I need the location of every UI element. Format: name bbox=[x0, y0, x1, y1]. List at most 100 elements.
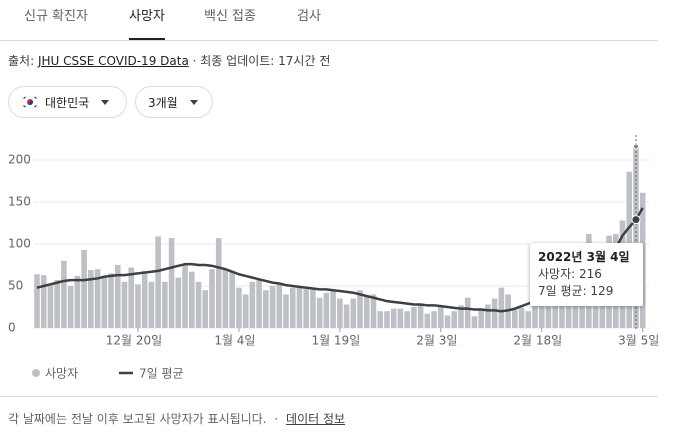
bar bbox=[424, 313, 431, 328]
bar bbox=[397, 308, 404, 328]
tooltip: 2022년 3월 4일 사망자: 216 7일 평균: 129 bbox=[530, 243, 643, 306]
bar bbox=[263, 290, 269, 328]
bar bbox=[283, 294, 289, 328]
bar bbox=[34, 274, 40, 328]
tooltip-line: 사망자: 216 bbox=[538, 267, 602, 281]
dropdown-label: 대한민국 bbox=[45, 95, 90, 110]
y-tick-label: 0 bbox=[8, 321, 16, 335]
x-tick-label: 12월 20일 bbox=[106, 334, 162, 348]
x-tick-label: 2월 18일 bbox=[513, 334, 562, 348]
dropdown-label: 3개월 bbox=[148, 95, 178, 110]
hover-point bbox=[632, 143, 639, 150]
bar bbox=[370, 294, 377, 328]
bar bbox=[47, 284, 54, 328]
source-label: 출처: bbox=[8, 54, 35, 68]
tab[interactable]: 신규 확진자 bbox=[24, 9, 88, 24]
bar bbox=[168, 238, 175, 328]
legend-label: 7일 평균 bbox=[139, 367, 184, 381]
bar bbox=[330, 290, 336, 328]
y-tick-label: 100 bbox=[8, 237, 31, 251]
bar bbox=[229, 271, 235, 328]
y-tick-label: 50 bbox=[8, 279, 23, 293]
bar bbox=[512, 309, 518, 328]
bar bbox=[81, 249, 87, 328]
y-tick-label: 150 bbox=[8, 195, 31, 209]
bar bbox=[316, 297, 323, 328]
bar bbox=[94, 269, 101, 328]
x-tick-label: 1월 4일 bbox=[214, 334, 255, 348]
country-dropdown[interactable]: 대한민국 bbox=[8, 86, 127, 118]
bar bbox=[303, 288, 309, 328]
footer-note: 각 날짜에는 전날 이후 보고된 사망자가 표시됩니다. bbox=[8, 412, 267, 426]
bar bbox=[572, 287, 579, 328]
bar bbox=[363, 296, 370, 328]
bar bbox=[128, 267, 135, 328]
period-dropdown[interactable]: 3개월 bbox=[135, 86, 213, 118]
tooltip-line: 7일 평균: 129 bbox=[538, 284, 614, 298]
bar bbox=[411, 307, 417, 328]
bar bbox=[74, 275, 81, 328]
bar bbox=[377, 311, 384, 328]
bar bbox=[491, 298, 498, 328]
bar bbox=[289, 287, 296, 328]
bar bbox=[61, 260, 67, 328]
bar bbox=[141, 270, 148, 328]
source-link[interactable]: JHU CSSE COVID-19 Data bbox=[37, 54, 189, 68]
bar bbox=[114, 265, 121, 328]
bar bbox=[162, 281, 168, 328]
tab[interactable]: 사망자 bbox=[129, 6, 165, 41]
x-tick-label: 1월 19일 bbox=[311, 334, 360, 348]
tab[interactable]: 백신 접종 bbox=[204, 9, 256, 24]
data-info-link[interactable]: 데이터 정보 bbox=[286, 412, 346, 426]
footer: 각 날짜에는 전날 이후 보고된 사망자가 표시됩니다. · 데이터 정보 bbox=[8, 410, 345, 427]
bar bbox=[195, 281, 202, 328]
bar bbox=[155, 236, 161, 328]
bar bbox=[222, 269, 229, 328]
bar bbox=[40, 275, 47, 328]
bar bbox=[464, 297, 471, 328]
bar bbox=[404, 311, 410, 328]
x-tick-label: 3월 5일 bbox=[618, 334, 659, 348]
bar bbox=[215, 238, 222, 328]
bar bbox=[296, 286, 303, 328]
source-line: 출처: JHU CSSE COVID-19 Data · 최종 업데이트: 17… bbox=[8, 52, 330, 69]
bar bbox=[532, 298, 538, 328]
bar bbox=[485, 304, 491, 328]
bar bbox=[101, 277, 108, 328]
bar bbox=[108, 273, 114, 328]
bar bbox=[310, 289, 316, 328]
bar bbox=[498, 287, 505, 328]
bar bbox=[323, 292, 330, 328]
bar bbox=[357, 290, 363, 328]
bar bbox=[135, 284, 141, 328]
bar bbox=[384, 311, 390, 328]
legend-label: 사망자 bbox=[45, 367, 78, 381]
bar bbox=[343, 304, 350, 328]
separator: · bbox=[274, 412, 279, 426]
bar bbox=[67, 286, 74, 328]
bar bbox=[444, 315, 451, 328]
bar bbox=[54, 280, 60, 328]
bar bbox=[121, 281, 128, 328]
update-time: · 최종 업데이트: 17시간 전 bbox=[192, 54, 331, 68]
tooltip-title: 2022년 3월 4일 bbox=[538, 250, 630, 264]
bar bbox=[148, 281, 155, 328]
tab[interactable]: 검사 bbox=[297, 9, 321, 24]
bar bbox=[633, 146, 639, 328]
bar bbox=[390, 308, 397, 328]
hover-point bbox=[631, 215, 641, 225]
bar bbox=[518, 307, 525, 328]
bar bbox=[350, 298, 357, 328]
bar bbox=[249, 281, 256, 328]
flag-icon bbox=[21, 96, 39, 108]
bar bbox=[188, 271, 195, 328]
bar bbox=[175, 277, 182, 328]
bar bbox=[451, 311, 458, 328]
bar bbox=[478, 308, 484, 328]
x-tick-label: 2월 3일 bbox=[416, 334, 457, 348]
bar bbox=[471, 316, 478, 328]
legend-marker bbox=[32, 369, 40, 377]
bar bbox=[525, 311, 532, 328]
bar bbox=[269, 286, 276, 328]
